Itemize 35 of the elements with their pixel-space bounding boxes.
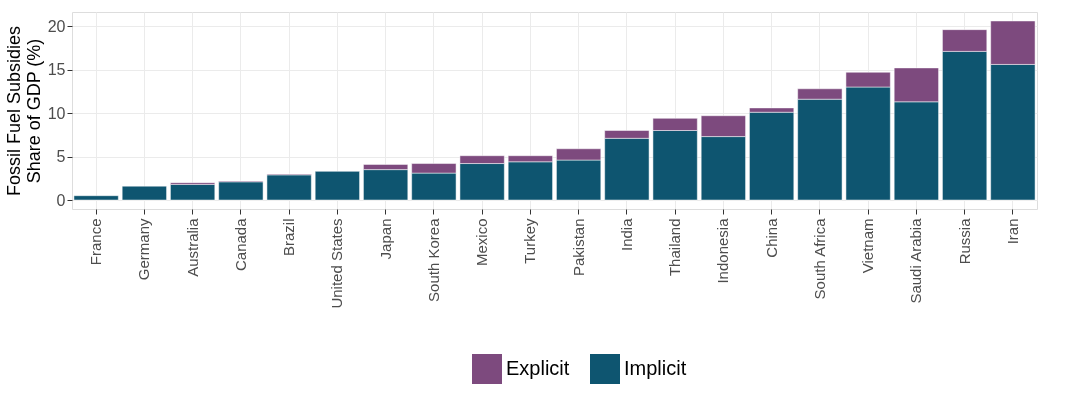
x-tick-label: Thailand [666, 218, 684, 277]
bar [266, 174, 312, 201]
x-tick-label: Brazil [280, 218, 298, 257]
legend-label: Explicit [506, 357, 570, 379]
x-tick-label: Japan [376, 218, 394, 260]
bar [170, 184, 216, 201]
x-tick-label: Mexico [473, 218, 491, 267]
x-tick-label: India [617, 217, 635, 252]
y-tick-label: 0 [56, 191, 66, 209]
x-tick-label: Pakistan [569, 218, 587, 277]
x-tick-label: South Korea [424, 217, 442, 302]
bar [218, 181, 264, 201]
x-tick-label: Saudi Arabia [907, 217, 925, 304]
y-axis-title: Fossil Fuel Subsidies Share of GDP (%) [3, 25, 44, 197]
x-tick-label: United States [328, 218, 346, 309]
y-tick-label: 10 [47, 104, 66, 122]
x-tick-label: Canada [231, 217, 249, 272]
x-tick-label: Australia [183, 217, 201, 277]
x-tick-label: Iran [1003, 218, 1021, 245]
x-tick-label: France [87, 218, 105, 266]
x-tick-label: China [762, 217, 780, 258]
bar [314, 171, 360, 201]
legend-label: Implicit [624, 357, 687, 379]
x-tick-label: Turkey [521, 218, 539, 264]
y-tick-label: 5 [56, 148, 66, 166]
y-tick-label: 15 [47, 61, 66, 79]
y-tick-label: 20 [47, 17, 66, 35]
bar [749, 111, 795, 201]
x-tick-label: Vietnam [859, 218, 877, 274]
bar [73, 195, 119, 201]
x-tick-label: South Africa [810, 217, 828, 300]
x-tick-label: Indonesia [714, 217, 732, 284]
x-tick-label: Germany [135, 218, 153, 281]
bar [121, 185, 167, 201]
x-tick-label: Russia [955, 217, 973, 265]
